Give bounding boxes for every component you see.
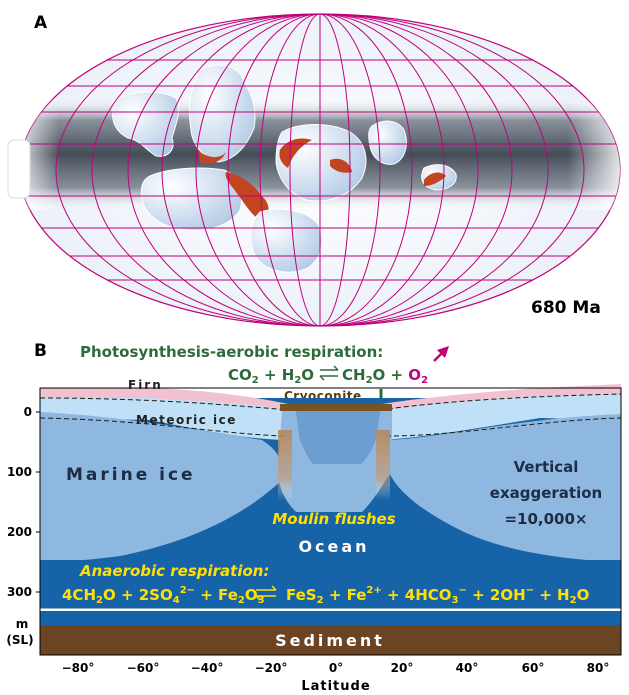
ocean-label: Ocean [298,537,369,556]
moulin-right [376,430,390,500]
vertical-exaggeration-line2: exaggeration [490,484,602,502]
x-axis: −80° −60° −40° −20° 0° 20° 40° 60° 80° L… [62,661,610,694]
photosynthesis-title: Photosynthesis-aerobic respiration: [80,343,383,361]
svg-text:FeS2 + Fe2+ + 4HCO3− + 2OH− +: FeS2 + Fe2+ + 4HCO3− + 2OH− + H2O [286,585,589,606]
x-tick-neg60: −60° [127,661,160,675]
x-tick-80: 80° [587,661,610,675]
photosynthesis-equation: CO2 + H2O CH2O + O2 [228,365,428,386]
x-tick-neg20: −20° [255,661,288,675]
x-tick-neg40: −40° [191,661,224,675]
y-tick-0: 0 [24,405,32,419]
svg-text:4CH2O + 2SO42− + Fe2O3: 4CH2O + 2SO42− + Fe2O3 [62,585,265,606]
cross-section [39,384,622,656]
x-axis-title: Latitude [301,679,370,694]
x-tick-20: 20° [391,661,414,675]
y-axis: 0 100 200 300 m (SL) [6,405,40,647]
meteoric-ice-label: Meteoric ice [136,413,237,427]
y-tick-300: 300 [7,585,32,599]
moulin-left [278,430,292,500]
globe-map [7,13,621,327]
y-tick-100: 100 [7,465,32,479]
anaerobic-title: Anaerobic respiration: [79,562,269,580]
moulin-flushes-label: Moulin flushes [272,510,395,528]
x-tick-0: 0° [329,661,343,675]
marine-ice-label: Marine ice [66,465,196,485]
age-label: 680 Ma [531,298,601,318]
svg-text:CH2O + O2: CH2O + O2 [342,366,428,386]
x-tick-60: 60° [522,661,545,675]
firn-label: Firn [128,378,163,392]
vertical-exaggeration-line1: Vertical [514,458,579,476]
y-unit-sl: (SL) [6,633,33,647]
svg-text:CO2 + H2O: CO2 + H2O [228,366,314,386]
y-unit-m: m [16,617,29,631]
x-tick-40: 40° [456,661,479,675]
o2-arrow-icon [433,346,449,362]
graticule [20,14,620,326]
x-tick-neg80: −80° [62,661,95,675]
equilibrium-arrow-icon [319,365,339,381]
anaerobic-equation: 4CH2O + 2SO42− + Fe2O3 FeS2 + Fe2+ + 4HC… [62,585,589,606]
vertical-exaggeration-line3: =10,000× [504,510,587,528]
panel-a-label: A [34,13,48,33]
y-tick-200: 200 [7,525,32,539]
sediment-label: Sediment [275,631,385,650]
panel-b-label: B [34,341,47,361]
